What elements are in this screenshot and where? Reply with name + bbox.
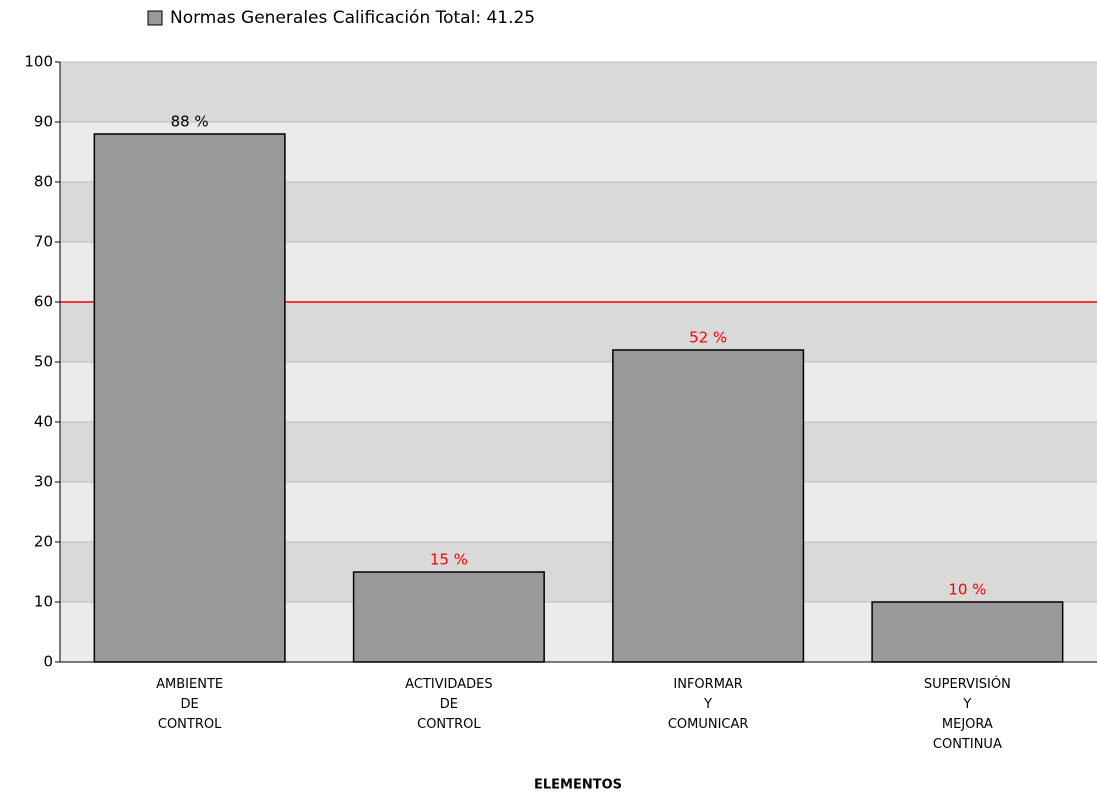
- x-tick-label-line: MEJORA: [942, 717, 993, 732]
- plot-band: [60, 62, 1097, 122]
- x-tick-label: SUPERVISIÓN Y MEJORA CONTINUA: [924, 676, 1011, 752]
- y-tick-label: 80: [34, 173, 53, 191]
- y-tick-label: 100: [24, 53, 53, 71]
- value-label: 88 %: [171, 113, 209, 131]
- y-tick-label: 40: [34, 413, 53, 431]
- x-tick-label: AMBIENTE DE CONTROL: [156, 677, 223, 732]
- legend-label: Normas Generales Calificación Total: 41.…: [170, 8, 535, 28]
- bar: [93, 133, 286, 663]
- x-tick-label: INFORMAR Y COMUNICAR: [668, 677, 749, 732]
- x-tick-label-line: CONTINUA: [933, 737, 1002, 752]
- x-tick-label: ACTIVIDADES DE CONTROL: [405, 677, 492, 732]
- y-tick-label: 0: [43, 653, 53, 671]
- x-tick-label-line: SUPERVISIÓN: [924, 676, 1011, 692]
- bar: [612, 349, 805, 663]
- x-tick-label-line: COMUNICAR: [668, 717, 749, 732]
- value-label: 10 %: [948, 581, 986, 599]
- x-tick-label-line: AMBIENTE: [156, 677, 223, 692]
- x-axis-label: ELEMENTOS: [534, 778, 622, 793]
- x-tick-label-line: DE: [181, 697, 199, 712]
- value-label: 15 %: [430, 551, 468, 569]
- bar: [871, 601, 1064, 663]
- bar: [352, 571, 545, 663]
- y-tick-label: 30: [34, 473, 53, 491]
- x-tick-label-line: Y: [962, 697, 971, 712]
- x-tick-label-line: DE: [440, 697, 458, 712]
- y-tick-label: 10: [34, 593, 53, 611]
- x-tick-label-line: CONTROL: [417, 717, 481, 732]
- y-tick-label: 70: [34, 233, 53, 251]
- y-tick-label: 60: [34, 293, 53, 311]
- x-tick-label-line: INFORMAR: [673, 677, 742, 692]
- x-tick-label-line: Y: [703, 697, 712, 712]
- y-tick-label: 90: [34, 113, 53, 131]
- y-tick-label: 50: [34, 353, 53, 371]
- y-tick-label: 20: [34, 533, 53, 551]
- x-tick-label-line: ACTIVIDADES: [405, 677, 492, 692]
- legend-swatch: [147, 10, 163, 26]
- value-label: 52 %: [689, 329, 727, 347]
- x-tick-label-line: CONTROL: [158, 717, 222, 732]
